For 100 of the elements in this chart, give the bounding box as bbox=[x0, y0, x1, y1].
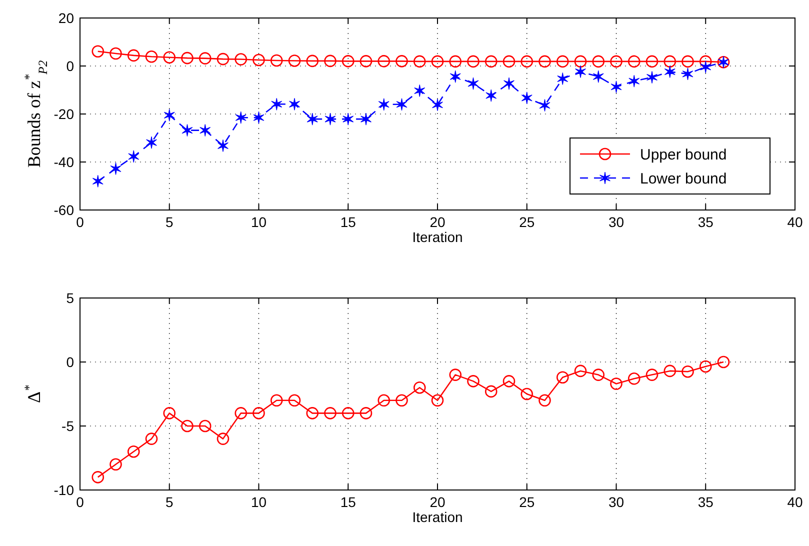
point bbox=[610, 378, 622, 390]
x-tick-label: 0 bbox=[76, 494, 84, 510]
point bbox=[414, 84, 426, 98]
point bbox=[484, 55, 498, 68]
point bbox=[574, 55, 587, 68]
point bbox=[538, 55, 551, 68]
point bbox=[699, 360, 712, 373]
point bbox=[592, 368, 605, 381]
point bbox=[467, 55, 480, 68]
point bbox=[538, 394, 551, 407]
x-tick-label: 25 bbox=[519, 214, 535, 230]
point bbox=[163, 51, 176, 64]
point bbox=[342, 55, 354, 68]
point bbox=[502, 375, 516, 388]
point bbox=[468, 77, 479, 90]
point bbox=[182, 124, 193, 137]
point bbox=[556, 371, 569, 384]
point bbox=[288, 54, 301, 67]
point bbox=[110, 47, 122, 60]
y-tick-label: -60 bbox=[54, 202, 74, 218]
y-tick-label: -10 bbox=[54, 482, 74, 498]
point bbox=[520, 55, 534, 68]
x-tick-label: 5 bbox=[165, 214, 174, 230]
point bbox=[484, 385, 498, 398]
point bbox=[396, 98, 408, 111]
point bbox=[127, 445, 140, 458]
point bbox=[306, 407, 319, 420]
y-tick-label: -40 bbox=[54, 154, 74, 170]
point bbox=[413, 55, 426, 68]
point bbox=[200, 124, 211, 137]
point bbox=[127, 49, 140, 62]
point bbox=[128, 150, 140, 163]
x-tick-label: 10 bbox=[250, 214, 267, 230]
point bbox=[628, 372, 640, 385]
x-tick-label: 30 bbox=[608, 214, 624, 230]
point bbox=[360, 407, 372, 420]
point bbox=[164, 108, 175, 122]
point bbox=[574, 364, 587, 378]
x-tick-label: 40 bbox=[787, 494, 803, 510]
point bbox=[396, 394, 408, 407]
point bbox=[717, 356, 730, 368]
point bbox=[646, 70, 658, 84]
point bbox=[181, 420, 194, 432]
point bbox=[92, 174, 104, 188]
x-tick-label: 40 bbox=[787, 214, 803, 230]
point bbox=[306, 112, 318, 126]
point bbox=[521, 92, 532, 104]
point bbox=[216, 432, 230, 445]
point bbox=[396, 55, 408, 68]
point bbox=[646, 55, 658, 68]
point bbox=[592, 70, 604, 83]
point bbox=[324, 407, 336, 420]
point bbox=[288, 394, 301, 407]
point bbox=[324, 112, 336, 126]
point bbox=[270, 394, 283, 407]
point bbox=[378, 394, 390, 407]
x-tick-label: 15 bbox=[340, 214, 356, 230]
legend-label: Upper bound bbox=[640, 146, 727, 164]
point bbox=[360, 55, 372, 68]
x-tick-label: 5 bbox=[165, 494, 174, 510]
point bbox=[145, 432, 158, 445]
point bbox=[413, 381, 426, 394]
point bbox=[216, 52, 230, 66]
point bbox=[700, 60, 712, 74]
point bbox=[646, 368, 658, 381]
point bbox=[610, 55, 622, 68]
x-tick-label: 0 bbox=[76, 214, 84, 230]
point bbox=[449, 368, 462, 381]
point bbox=[324, 54, 336, 68]
point bbox=[181, 52, 194, 64]
point bbox=[432, 98, 443, 112]
point bbox=[664, 55, 676, 68]
point bbox=[218, 139, 228, 152]
point bbox=[628, 55, 640, 68]
x-tick-label: 10 bbox=[250, 494, 267, 510]
point bbox=[271, 98, 282, 110]
x-axis-title: Iteration bbox=[412, 229, 463, 245]
point bbox=[575, 65, 586, 78]
point bbox=[486, 89, 497, 102]
point bbox=[234, 407, 248, 420]
x-tick-label: 20 bbox=[430, 214, 446, 230]
point bbox=[289, 98, 300, 110]
point bbox=[253, 111, 264, 124]
point bbox=[234, 53, 248, 66]
x-tick-label: 30 bbox=[608, 494, 624, 510]
point bbox=[610, 80, 622, 94]
y-tick-label: 0 bbox=[66, 354, 74, 370]
point bbox=[450, 70, 461, 83]
point bbox=[235, 111, 246, 124]
y-tick-label: -20 bbox=[54, 106, 74, 122]
point bbox=[92, 45, 104, 58]
x-tick-label: 20 bbox=[430, 494, 446, 510]
point bbox=[110, 162, 122, 176]
x-tick-label: 35 bbox=[698, 494, 714, 510]
point bbox=[252, 407, 265, 420]
x-axis-title: Iteration bbox=[412, 509, 463, 525]
point bbox=[342, 112, 354, 126]
point bbox=[520, 388, 534, 400]
point bbox=[592, 55, 605, 68]
point bbox=[557, 72, 568, 86]
